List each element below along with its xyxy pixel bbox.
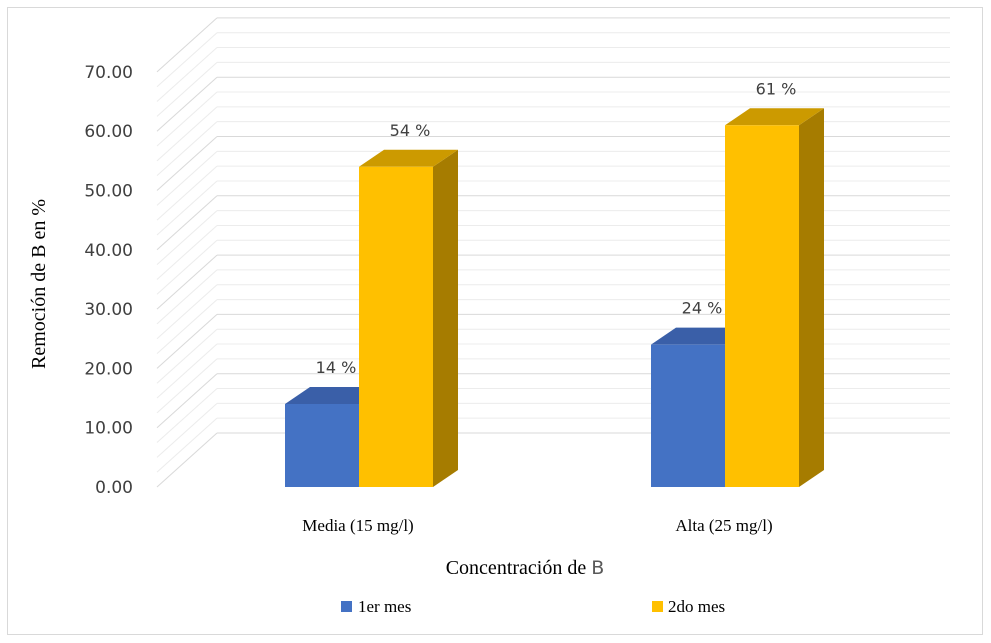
category-label: Media (15 mg/l) [302,516,413,535]
gridlines [156,17,950,488]
y-axis-title: Remoción de B en % [28,199,50,369]
data-label: 54 % [390,121,431,140]
gridline-depth [156,17,218,73]
gridline-depth [156,47,218,102]
gridline-depth [156,210,218,265]
bar-2do-mes-1-top [359,149,458,167]
data-label: 24 % [682,299,723,318]
bar-2do-mes-2-top [725,108,824,126]
gridline-depth [156,136,218,191]
x-axis-title-text: Concentración de [446,557,592,579]
legend-swatch-1er-mes [341,601,352,612]
gridline-depth [156,417,218,473]
legend-label-2do-mes: 2do mes [668,597,725,616]
y-axis-ticks: 0.00 10.00 20.00 30.00 40.00 50.00 60.00 70.00 [84,63,133,498]
gridline-depth [156,388,218,443]
bar-1er-mes-2-front [651,344,725,487]
bars [285,108,824,488]
legend: 1er mes 2do mes [341,597,725,616]
gridline-depth [156,195,218,251]
gridline-depth [156,180,218,236]
gridline-depth [156,62,218,117]
bar-2do-mes-2-side [799,108,824,488]
gridline-depth [156,121,218,177]
gridline-depth [156,225,218,280]
bar-1er-mes-1-front [285,403,359,487]
gridline-depth [156,358,218,414]
category-label: Alta (25 mg/l) [675,516,772,535]
gridline-depth [156,91,218,147]
data-label: 61 % [756,79,797,98]
y-tick-label: 60.00 [84,122,133,142]
bar-2do-mes-2 [725,108,824,488]
data-label: 14 % [316,358,357,377]
y-tick-label: 40.00 [84,241,133,261]
bar-2do-mes-1-front [359,166,433,487]
gridline-depth [156,150,218,206]
legend-label-1er-mes: 1er mes [358,597,411,616]
gridline-depth [156,32,218,88]
x-axis-title-symbol: B [591,557,604,579]
gridline-depth [156,269,218,325]
y-tick-label: 50.00 [84,182,133,202]
y-tick-label: 0.00 [95,478,133,498]
gridline-depth [156,299,218,354]
gridline-depth [156,373,218,429]
gridline-depth [156,106,218,162]
gridline-depth [156,343,218,399]
x-axis-title: Concentración de B [446,557,605,579]
y-tick-label: 70.00 [84,63,133,83]
gridline-depth [156,314,218,369]
bar-2do-mes-2-front [725,125,799,488]
y-tick-label: 30.00 [84,300,133,320]
gridline-depth [156,284,218,340]
gridline-depth [156,239,218,295]
gridline-depth [156,432,218,488]
data-labels: 14 % 54 % 24 % 61 % [316,79,797,377]
bar-2do-mes-1-side [433,149,458,487]
bar-2do-mes-1 [359,149,458,487]
gridline-depth [156,328,218,384]
gridline-depth [156,254,218,310]
gridline-depth [156,165,218,221]
legend-swatch-2do-mes [652,601,663,612]
gridline-depth [156,76,218,132]
y-tick-label: 10.00 [84,419,133,439]
y-tick-label: 20.00 [84,359,133,379]
gridline-depth [156,402,218,458]
category-labels: Media (15 mg/l) Alta (25 mg/l) [302,516,772,535]
